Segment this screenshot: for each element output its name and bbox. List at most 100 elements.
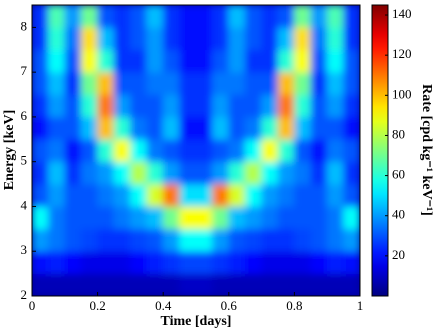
heatmap-cell [244, 273, 262, 296]
heatmap-cell [277, 5, 295, 28]
heatmap-cell [80, 228, 98, 252]
heatmap-cell [48, 228, 66, 252]
heatmap-cell [310, 94, 328, 118]
heatmap-cell [244, 161, 262, 185]
colorbar-tick-label: 100 [392, 86, 412, 101]
heatmap-cell [64, 228, 82, 252]
heatmap-cell [326, 116, 344, 140]
heatmap-cell [244, 228, 262, 252]
heatmap-cell [343, 228, 360, 252]
heatmap-cell [343, 116, 360, 140]
x-tick-label: 0.8 [286, 298, 302, 313]
heatmap-cell [326, 228, 344, 252]
heatmap-cell [310, 27, 328, 51]
heatmap-cell [64, 161, 82, 185]
heatmap-cell [212, 116, 230, 140]
heatmap-cell [343, 161, 360, 185]
heatmap-cell [80, 27, 98, 51]
heatmap-cell [212, 161, 230, 185]
heatmap-cell [228, 228, 246, 252]
heatmap-cell [228, 94, 246, 118]
heatmap-cell [80, 94, 98, 118]
heatmap-cell [326, 250, 344, 274]
heatmap-cell [130, 139, 148, 162]
heatmap-cell [195, 71, 213, 95]
heatmap-cell [179, 206, 197, 230]
heatmap-cell [32, 49, 49, 73]
heatmap-cell [130, 71, 148, 95]
heatmap-cell [277, 49, 295, 73]
heatmap-cell [212, 49, 230, 73]
colorbar-tick-label: 120 [392, 46, 412, 61]
colorbar-label: Rate [cpd kg⁻¹ keV⁻¹] [419, 84, 434, 216]
heatmap-cell [162, 206, 180, 230]
heatmap-cell [310, 71, 328, 95]
heatmap-cell [32, 71, 49, 95]
heatmap-cell [277, 71, 295, 95]
heatmap-cell [277, 139, 295, 162]
heatmap-cell [64, 94, 82, 118]
heatmap-cell [326, 206, 344, 230]
heatmap-cell [130, 49, 148, 73]
x-tick-label: 0.4 [155, 298, 172, 313]
y-tick-label: 2 [21, 287, 28, 302]
heatmap-cell [48, 71, 66, 95]
heatmap-cell [48, 139, 66, 162]
heatmap-cell [343, 71, 360, 95]
y-tick-label: 4 [21, 197, 28, 212]
heatmap-cell [130, 116, 148, 140]
y-tick-label: 6 [21, 108, 28, 123]
heatmap-cell [294, 273, 312, 296]
heatmap-cell [48, 49, 66, 73]
heatmap-cell [326, 49, 344, 73]
heatmap-cell [179, 71, 197, 95]
heatmap-cell [228, 183, 246, 207]
heatmap-cell [326, 71, 344, 95]
heatmap-cell [228, 139, 246, 162]
heatmap-cell [179, 5, 197, 28]
heatmap-cell [244, 49, 262, 73]
heatmap-cell [294, 27, 312, 51]
heatmap-cell [113, 139, 131, 162]
heatmap-cell [113, 5, 131, 28]
heatmap-cell [261, 183, 279, 207]
heatmap-cell [261, 228, 279, 252]
heatmap-cell [130, 27, 148, 51]
heatmap-cell [80, 5, 98, 28]
heatmap-cell [32, 206, 49, 230]
heatmap-cell [113, 94, 131, 118]
heatmap-cell [162, 250, 180, 274]
heatmap-cell [326, 139, 344, 162]
heatmap-cell [179, 228, 197, 252]
heatmap-cell [261, 206, 279, 230]
heatmap-cell [195, 183, 213, 207]
heatmap-cell [64, 27, 82, 51]
x-tick-label: 0 [29, 298, 36, 313]
heatmap-cell [294, 5, 312, 28]
heatmap-cell [97, 228, 115, 252]
heatmap-cell [343, 27, 360, 51]
heatmap-cell [162, 5, 180, 28]
heatmap [32, 5, 360, 296]
heatmap-cell [244, 5, 262, 28]
heatmap-cell [244, 27, 262, 51]
heatmap-cell [80, 139, 98, 162]
heatmap-cell [162, 27, 180, 51]
heatmap-cell [310, 49, 328, 73]
heatmap-cell [64, 250, 82, 274]
heatmap-cell [113, 49, 131, 73]
heatmap-cell [97, 161, 115, 185]
heatmap-cell [32, 116, 49, 140]
heatmap-cell [32, 139, 49, 162]
heatmap-cell [212, 206, 230, 230]
heatmap-cell [244, 250, 262, 274]
heatmap-cell [277, 250, 295, 274]
axes: 0 0.2 0.4 0.6 0.8 1 2 3 4 5 6 7 8 20 40 60 80 100 120 140 [21, 6, 412, 313]
heatmap-cell [261, 116, 279, 140]
heatmap-cell [32, 183, 49, 207]
plot-frame [31, 4, 361, 297]
heatmap-cell [277, 206, 295, 230]
heatmap-cell [244, 206, 262, 230]
heatmap-cell [228, 250, 246, 274]
heatmap-cell [80, 49, 98, 73]
